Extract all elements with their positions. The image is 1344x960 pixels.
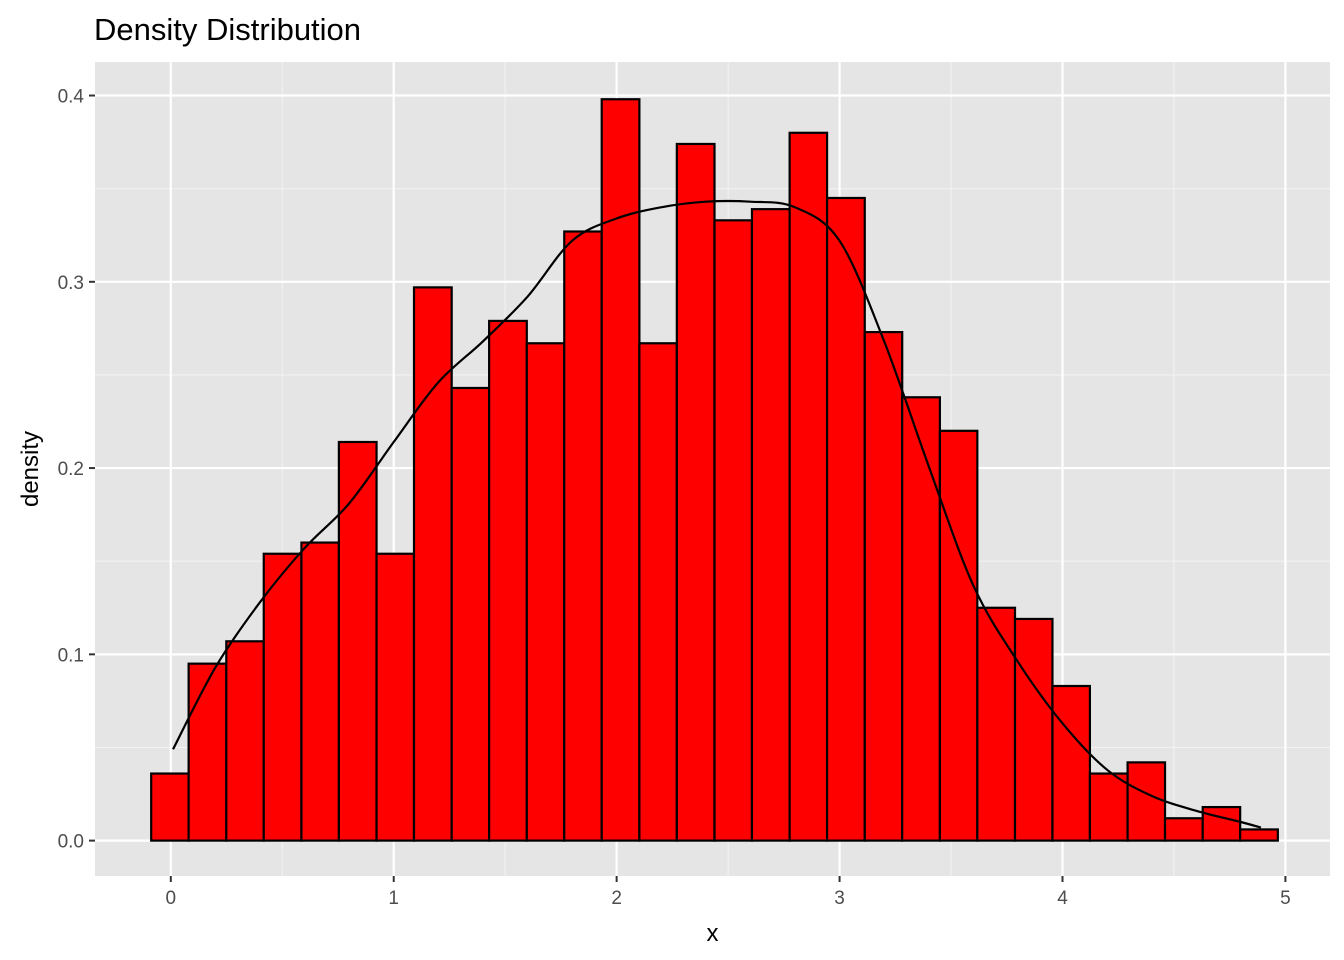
histogram-bar: [825, 196, 866, 842]
histogram-bar: [638, 342, 678, 842]
y-axis-title: density: [17, 431, 44, 507]
histogram-bar: [225, 640, 265, 842]
histogram-bar: [1088, 772, 1129, 842]
histogram-bar: [187, 662, 228, 842]
density-curve: [172, 199, 1262, 829]
histogram-bar: [525, 342, 566, 842]
x-tick-label: 1: [388, 888, 399, 909]
histogram-bar: [1051, 684, 1092, 842]
histogram-bar: [938, 429, 979, 842]
histogram-bar: [713, 219, 754, 842]
histogram-bar: [450, 386, 491, 842]
histogram-bars: [150, 98, 1279, 842]
x-axis-title: x: [707, 920, 719, 947]
histogram-bar: [1239, 828, 1279, 842]
x-tick-label: 4: [1057, 888, 1068, 909]
histogram-bar: [300, 541, 340, 842]
x-tick-label: 2: [611, 888, 622, 909]
histogram-bar: [1126, 761, 1167, 842]
chart-title: Density Distribution: [94, 12, 361, 47]
histogram-bar: [863, 330, 904, 842]
histogram-bar: [375, 552, 416, 842]
histogram-bar: [337, 440, 378, 842]
histogram-bar: [488, 319, 528, 842]
histogram-bar: [600, 98, 641, 842]
y-tick-label: 0.1: [58, 645, 84, 666]
x-tick-label: 5: [1280, 888, 1291, 909]
y-axis: 0.0 0.1 0.2 0.3 0.4: [58, 87, 95, 853]
histogram-bar: [563, 230, 603, 842]
x-axis: 0 1 2 3 4 5: [166, 876, 1291, 909]
histogram-bar: [1201, 805, 1242, 842]
y-tick-label: 0.2: [58, 459, 84, 480]
y-tick-label: 0.3: [58, 273, 84, 294]
histogram-bar: [976, 606, 1017, 842]
histogram-bar: [788, 131, 829, 842]
y-tick-label: 0.4: [58, 87, 85, 108]
y-tick-label: 0.0: [58, 832, 84, 853]
histogram-bar: [1163, 817, 1204, 842]
histogram-bar: [150, 772, 190, 842]
x-tick-label: 0: [166, 888, 177, 909]
histogram-bar: [675, 142, 716, 842]
histogram-bar: [262, 552, 303, 842]
histogram-bar: [412, 286, 453, 842]
histogram-bar: [901, 396, 941, 842]
histogram-bar: [1013, 617, 1054, 842]
x-tick-label: 3: [834, 888, 845, 909]
histogram-bar: [750, 208, 791, 842]
